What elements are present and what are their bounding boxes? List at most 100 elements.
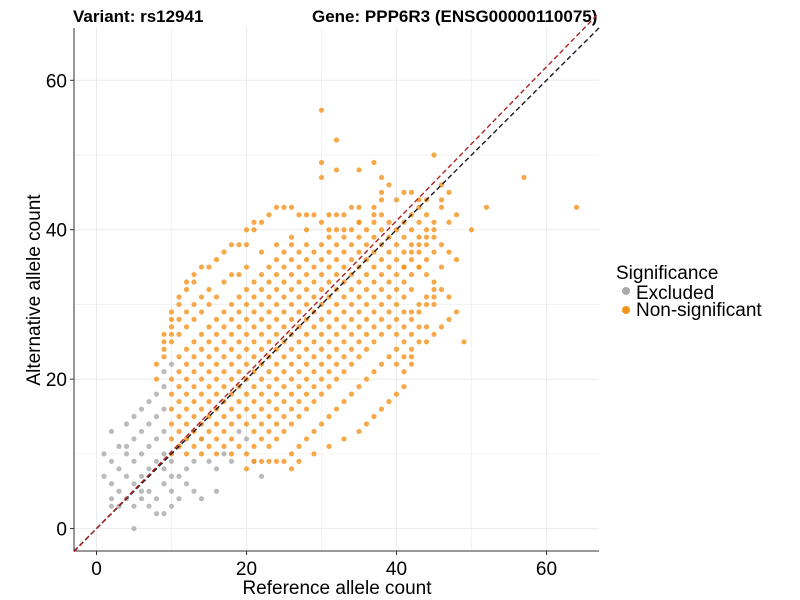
point-non-significant — [266, 212, 272, 218]
point-non-significant — [431, 294, 437, 300]
point-non-significant — [453, 257, 460, 263]
point-non-significant — [273, 204, 280, 210]
point-non-significant — [168, 309, 175, 315]
point-non-significant — [408, 354, 415, 360]
point-non-significant — [356, 234, 362, 240]
point-non-significant — [326, 324, 332, 330]
point-non-significant — [371, 369, 377, 375]
point-non-significant — [296, 354, 302, 360]
point-non-significant — [288, 286, 295, 293]
point-non-significant — [168, 421, 175, 427]
point-non-significant — [303, 271, 310, 278]
point-non-significant — [431, 286, 437, 293]
point-non-significant — [318, 174, 325, 181]
point-non-significant — [273, 458, 280, 464]
point-non-significant — [356, 339, 362, 345]
point-excluded — [176, 496, 182, 502]
point-non-significant — [206, 354, 212, 360]
point-non-significant — [266, 264, 272, 270]
point-non-significant — [386, 309, 392, 315]
point-excluded — [161, 466, 167, 472]
point-non-significant — [318, 376, 325, 382]
point-non-significant — [483, 204, 490, 210]
point-non-significant — [386, 354, 392, 360]
point-non-significant — [183, 406, 190, 412]
point-non-significant — [266, 294, 272, 300]
point-non-significant — [416, 242, 422, 248]
point-non-significant — [273, 406, 280, 412]
point-non-significant — [251, 443, 257, 449]
point-non-significant — [318, 316, 325, 322]
point-non-significant — [438, 204, 445, 210]
point-non-significant — [311, 212, 317, 218]
point-non-significant — [356, 204, 362, 210]
point-non-significant — [318, 242, 325, 248]
point-non-significant — [371, 339, 377, 345]
point-non-significant — [333, 167, 340, 173]
point-excluded — [183, 481, 190, 487]
y-axis-title: Alternative allele count — [24, 194, 45, 386]
point-non-significant — [243, 264, 250, 270]
point-non-significant — [371, 219, 377, 225]
point-non-significant — [206, 369, 212, 375]
point-non-significant — [183, 324, 190, 330]
point-non-significant — [311, 451, 317, 457]
point-non-significant — [393, 316, 400, 322]
point-non-significant — [221, 369, 227, 375]
point-non-significant — [303, 212, 310, 218]
point-non-significant — [311, 324, 317, 330]
point-non-significant — [243, 421, 250, 427]
point-non-significant — [408, 189, 415, 195]
point-non-significant — [243, 242, 250, 248]
point-non-significant — [348, 227, 355, 233]
point-excluded — [108, 496, 115, 502]
point-non-significant — [191, 384, 197, 390]
point-non-significant — [341, 339, 347, 345]
point-non-significant — [281, 384, 287, 390]
point-non-significant — [408, 331, 415, 337]
point-non-significant — [191, 279, 197, 285]
point-non-significant — [191, 398, 197, 405]
y-tick-label: 20 — [46, 370, 67, 391]
point-non-significant — [326, 413, 332, 420]
point-non-significant — [258, 271, 265, 278]
point-non-significant — [251, 339, 257, 345]
point-non-significant — [273, 331, 280, 337]
point-non-significant — [221, 354, 227, 360]
point-non-significant — [326, 227, 332, 233]
point-non-significant — [228, 301, 235, 308]
point-non-significant — [341, 354, 347, 360]
point-non-significant — [296, 369, 302, 375]
point-non-significant — [341, 249, 347, 255]
point-excluded — [183, 466, 190, 472]
point-non-significant — [228, 451, 235, 457]
point-non-significant — [303, 436, 310, 442]
point-non-significant — [243, 227, 250, 233]
point-non-significant — [318, 107, 325, 113]
point-non-significant — [521, 174, 527, 181]
chart-title-gene: Gene: PPP6R3 (ENSG00000110075) — [312, 7, 597, 26]
point-non-significant — [416, 309, 422, 315]
point-non-significant — [386, 324, 392, 330]
point-non-significant — [198, 294, 205, 300]
point-non-significant — [191, 301, 197, 308]
point-non-significant — [401, 249, 407, 255]
point-non-significant — [191, 271, 197, 278]
point-excluded — [108, 503, 115, 509]
point-non-significant — [326, 354, 332, 360]
point-non-significant — [348, 316, 355, 322]
point-non-significant — [228, 406, 235, 412]
legend-label-non-significant: Non-significant — [636, 300, 762, 321]
point-non-significant — [273, 271, 280, 278]
point-non-significant — [288, 346, 295, 352]
point-non-significant — [401, 339, 407, 345]
point-non-significant — [363, 316, 370, 322]
point-non-significant — [266, 279, 272, 285]
point-non-significant — [393, 197, 400, 203]
point-non-significant — [371, 324, 377, 330]
point-non-significant — [236, 294, 242, 300]
point-non-significant — [251, 384, 257, 390]
point-non-significant — [191, 413, 197, 420]
point-non-significant — [206, 428, 212, 435]
